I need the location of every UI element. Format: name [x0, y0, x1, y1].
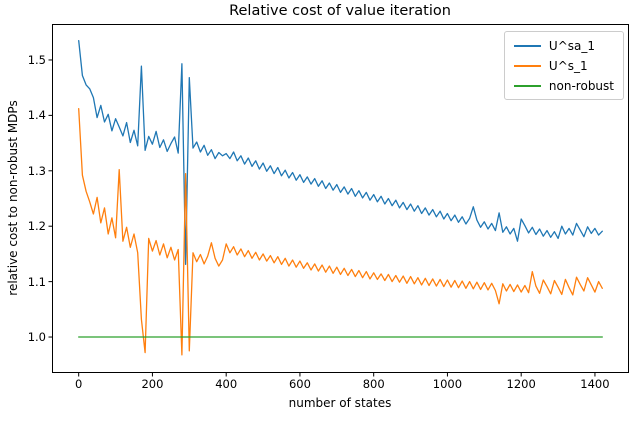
legend-line-swatch-blue [513, 44, 541, 47]
y-axis-label: relative cost to non-robust MDPs [6, 100, 20, 296]
legend-line-swatch-green [513, 84, 541, 87]
legend-item: U^sa_1 [513, 37, 614, 54]
legend-label: U^sa_1 [548, 38, 595, 53]
chart-title: Relative cost of value iteration [229, 3, 451, 19]
legend-line-swatch-orange [513, 64, 541, 67]
legend-label: non-robust [548, 78, 614, 93]
legend: U^sa_1 U^s_1 non-robust [503, 31, 624, 100]
legend-item: U^s_1 [513, 57, 614, 74]
legend-label: U^s_1 [548, 58, 588, 73]
x-axis-label: number of states [288, 396, 392, 410]
legend-item: non-robust [513, 77, 614, 94]
